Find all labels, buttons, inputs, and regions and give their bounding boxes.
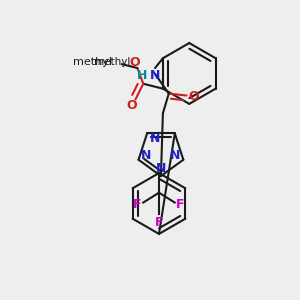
Text: O: O [129,56,140,69]
Text: N: N [150,132,160,145]
Text: methyl: methyl [73,57,112,67]
Text: O: O [188,90,199,103]
Text: N: N [150,69,160,82]
Text: N: N [141,149,152,162]
Text: F: F [133,198,142,211]
Text: F: F [176,198,185,211]
Text: H: H [137,69,147,82]
Text: N: N [170,149,181,162]
Text: methyl: methyl [94,57,130,67]
Text: N: N [156,162,166,175]
Text: O: O [126,99,137,112]
Text: F: F [155,216,163,229]
